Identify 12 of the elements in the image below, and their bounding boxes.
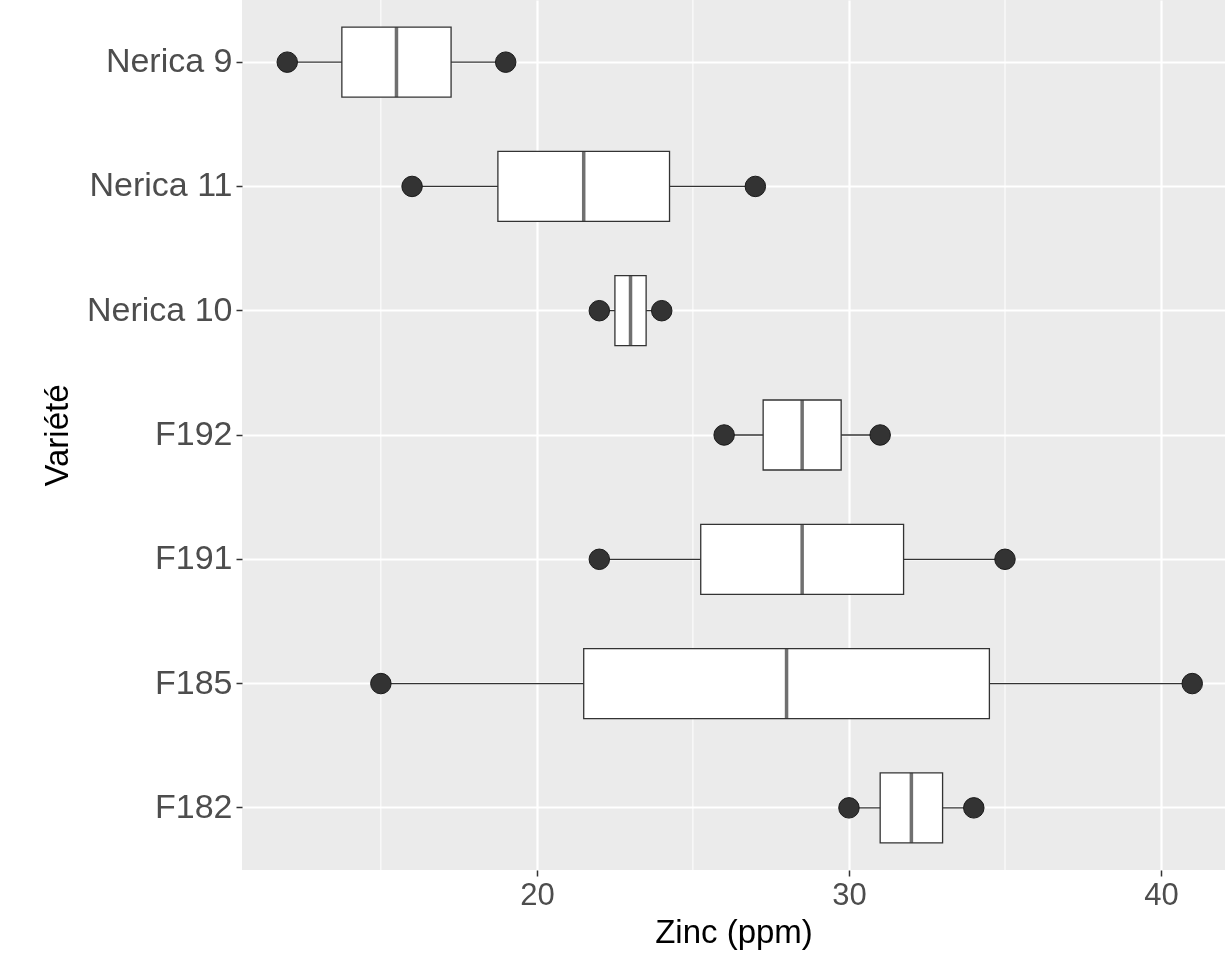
y-tick-label: Nerica 10 <box>86 289 233 328</box>
y-axis-title: Variété <box>37 384 75 487</box>
y-tick-label: F182 <box>155 786 233 825</box>
x-tick-label: 30 <box>832 876 867 912</box>
y-tick-label: Nerica 9 <box>105 41 233 80</box>
y-tick-label: F191 <box>155 538 233 577</box>
x-axis-title: Zinc (ppm) <box>655 912 813 950</box>
y-tick-label: F185 <box>155 662 233 701</box>
x-tick-label: 20 <box>520 876 555 912</box>
y-tick-label: Nerica 11 <box>89 165 233 204</box>
y-tick-label: F192 <box>155 414 233 452</box>
x-tick-label: 40 <box>1144 876 1179 912</box>
